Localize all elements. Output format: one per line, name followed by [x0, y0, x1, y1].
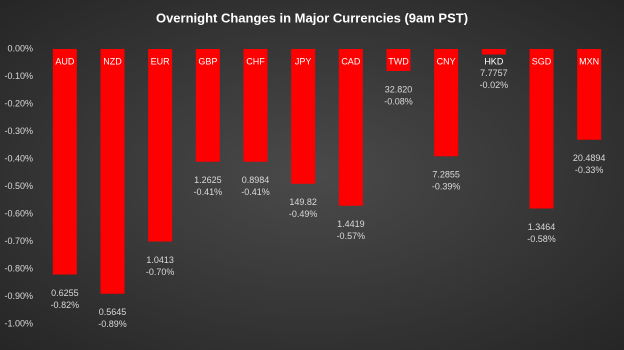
- bar: [100, 49, 125, 294]
- rate-label: 0.8984: [242, 175, 270, 185]
- chart-title: Overnight Changes in Major Currencies (9…: [156, 10, 468, 25]
- rate-label: 1.4419: [337, 219, 365, 229]
- rate-label: 0.6255: [51, 288, 79, 298]
- y-tick-label: -0.20%: [4, 98, 33, 108]
- y-tick-label: -0.50%: [4, 181, 33, 191]
- y-tick-label: -0.40%: [4, 153, 33, 163]
- y-tick-label: -0.10%: [4, 71, 33, 81]
- category-label: SGD: [532, 56, 552, 66]
- bar: [52, 49, 77, 275]
- data-label: -0.57%: [337, 231, 366, 241]
- data-label: -0.41%: [241, 187, 270, 197]
- category-label: AUD: [55, 56, 75, 66]
- bar: [386, 49, 411, 71]
- rate-label: 1.2625: [194, 175, 222, 185]
- data-label: -0.89%: [98, 319, 127, 329]
- rate-label: 20.4894: [573, 153, 606, 163]
- category-label: CAD: [341, 56, 361, 66]
- bar: [434, 49, 459, 157]
- category-label: TWD: [388, 56, 409, 66]
- data-label: -0.49%: [289, 209, 318, 219]
- category-label: NZD: [103, 56, 122, 66]
- category-label: JPY: [295, 56, 312, 66]
- y-tick-label: -1.00%: [4, 318, 33, 328]
- data-label: -0.08%: [384, 96, 413, 106]
- category-label: EUR: [151, 56, 171, 66]
- category-label: CHF: [246, 56, 265, 66]
- bar: [529, 49, 554, 209]
- data-label: -0.70%: [146, 267, 175, 277]
- bar: [338, 49, 363, 206]
- category-label: CNY: [437, 56, 456, 66]
- y-tick-label: -0.70%: [4, 236, 33, 246]
- bar: [577, 49, 602, 140]
- rate-label: 0.5645: [99, 307, 127, 317]
- bar: [481, 49, 506, 55]
- y-tick-label: -0.30%: [4, 126, 33, 136]
- y-tick-label: -0.60%: [4, 208, 33, 218]
- rate-label: 1.3464: [528, 222, 556, 232]
- category-label: MXN: [579, 56, 599, 66]
- data-label: -0.41%: [194, 187, 223, 197]
- rate-label: 7.7757: [480, 68, 508, 78]
- data-label: -0.02%: [480, 80, 509, 90]
- rate-label: 32.820: [385, 84, 413, 94]
- data-label: -0.39%: [432, 182, 461, 192]
- bar: [195, 49, 220, 162]
- category-label: GBP: [198, 56, 217, 66]
- bar: [243, 49, 268, 162]
- rate-label: 1.0413: [146, 255, 174, 265]
- rate-label: 149.82: [289, 197, 317, 207]
- data-label: -0.33%: [575, 165, 604, 175]
- bar: [291, 49, 316, 184]
- rate-label: 7.2855: [432, 170, 460, 180]
- y-tick-label: -0.90%: [4, 291, 33, 301]
- data-label: -0.58%: [527, 234, 556, 244]
- category-label: HKD: [484, 56, 504, 66]
- y-tick-label: -0.80%: [4, 263, 33, 273]
- bar: [148, 49, 173, 242]
- data-label: -0.82%: [51, 300, 80, 310]
- y-tick-label: 0.00%: [7, 43, 33, 53]
